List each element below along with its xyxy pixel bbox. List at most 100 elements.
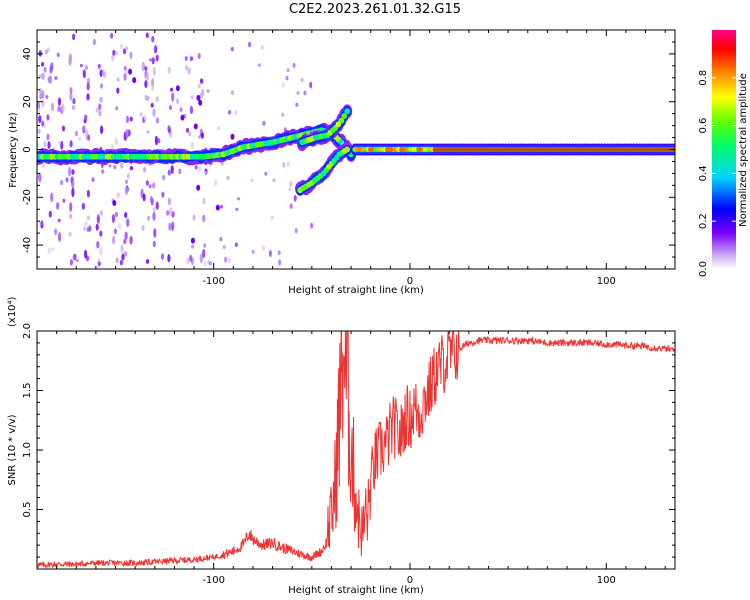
noise-speck <box>38 115 42 124</box>
noise-speck <box>234 109 238 116</box>
noise-speck <box>71 105 76 110</box>
noise-speck <box>120 44 124 50</box>
noise-speck <box>152 182 156 189</box>
noise-speck <box>81 202 85 210</box>
colorbar-tick-label: 0.0 <box>698 261 709 277</box>
noise-speck <box>303 90 307 96</box>
noise-speck <box>91 177 95 183</box>
noise-speck <box>126 172 131 180</box>
y-tick-label: 2.0 <box>22 323 33 339</box>
noise-speck <box>188 131 192 137</box>
noise-speck <box>288 187 292 192</box>
x-tick-label: 0 <box>407 276 413 287</box>
noise-speck <box>167 169 171 176</box>
noise-speck <box>84 114 88 121</box>
noise-speck <box>200 78 204 84</box>
noise-speck <box>84 249 88 259</box>
noise-speck <box>185 64 188 71</box>
noise-speck <box>145 72 149 81</box>
noise-speck <box>262 245 265 251</box>
noise-speck <box>237 197 240 201</box>
noise-speck <box>143 114 147 121</box>
noise-speck <box>110 32 114 39</box>
noise-speck <box>220 204 223 209</box>
noise-speck <box>116 77 120 82</box>
noise-speck <box>57 97 62 107</box>
noise-speck <box>37 142 40 147</box>
noise-speck <box>194 165 198 170</box>
noise-speck <box>175 85 180 92</box>
noise-speck <box>190 56 194 61</box>
noise-speck <box>191 244 195 249</box>
noise-speck <box>84 221 88 227</box>
noise-speck <box>151 35 155 43</box>
noise-speck <box>161 253 164 260</box>
noise-speck <box>196 94 201 101</box>
noise-speck <box>129 166 134 171</box>
ridge-core <box>344 108 351 115</box>
spectrogram-y-ticks: -40 -20 0 20 40 <box>22 29 675 270</box>
noise-speck <box>184 56 188 61</box>
noise-speck <box>125 128 129 139</box>
noise-speck <box>198 135 201 139</box>
ridge-core <box>341 113 348 119</box>
ridge-hotspot <box>305 130 311 135</box>
noise-speck <box>124 186 129 196</box>
noise-speck <box>114 137 118 146</box>
noise-speck <box>171 221 175 231</box>
noise-speck <box>162 174 166 181</box>
noise-speck <box>41 162 46 169</box>
noise-speck <box>124 179 129 184</box>
noise-speck <box>199 253 203 264</box>
noise-speck <box>129 51 133 60</box>
y-tick-label: 20 <box>22 95 33 108</box>
y-tick-label: 0.5 <box>22 502 33 518</box>
noise-speck <box>293 194 297 202</box>
noise-speck <box>72 98 76 105</box>
noise-speck <box>43 140 47 148</box>
noise-speck <box>166 210 170 216</box>
noise-speck <box>150 103 154 108</box>
ridge-hotspot <box>387 147 394 152</box>
ridge-hotspot <box>162 154 167 159</box>
noise-speck <box>260 45 264 50</box>
x-tick-label: -100 <box>202 575 225 586</box>
noise-speck <box>292 62 296 68</box>
noise-speck <box>310 222 314 229</box>
noise-speck <box>129 116 133 122</box>
noise-speck <box>217 126 221 130</box>
noise-speck <box>113 228 117 235</box>
noise-speck <box>187 67 191 75</box>
noise-speck <box>75 259 79 262</box>
ridge-hotspot <box>93 154 99 159</box>
noise-speck <box>264 171 268 176</box>
noise-speck <box>197 53 201 60</box>
noise-speck <box>142 193 146 202</box>
y-tick-label: 1.5 <box>22 383 33 399</box>
noise-speck <box>202 248 206 259</box>
noise-speck <box>86 189 90 198</box>
noise-speck <box>41 99 45 108</box>
noise-speck <box>281 81 285 88</box>
noise-speck <box>82 69 86 79</box>
noise-speck <box>37 101 41 110</box>
noise-speck <box>149 195 153 203</box>
noise-speck <box>278 259 282 266</box>
noise-speck <box>95 223 99 231</box>
noise-speck <box>270 216 274 220</box>
snr-x-ticks: -100 0 100 <box>56 331 666 586</box>
x-tick-label: 0 <box>407 575 413 586</box>
noise-speck <box>96 214 100 224</box>
noise-speck <box>167 197 171 206</box>
noise-speck <box>110 144 114 151</box>
noise-speck <box>170 165 174 174</box>
noise-speck <box>286 161 290 167</box>
noise-speck <box>155 117 160 124</box>
noise-speck <box>196 184 201 191</box>
noise-speck <box>72 33 76 41</box>
noise-speck <box>154 45 158 54</box>
noise-speck <box>61 125 66 132</box>
noise-speck <box>98 103 102 111</box>
noise-speck <box>123 238 127 245</box>
noise-speck <box>151 78 155 87</box>
